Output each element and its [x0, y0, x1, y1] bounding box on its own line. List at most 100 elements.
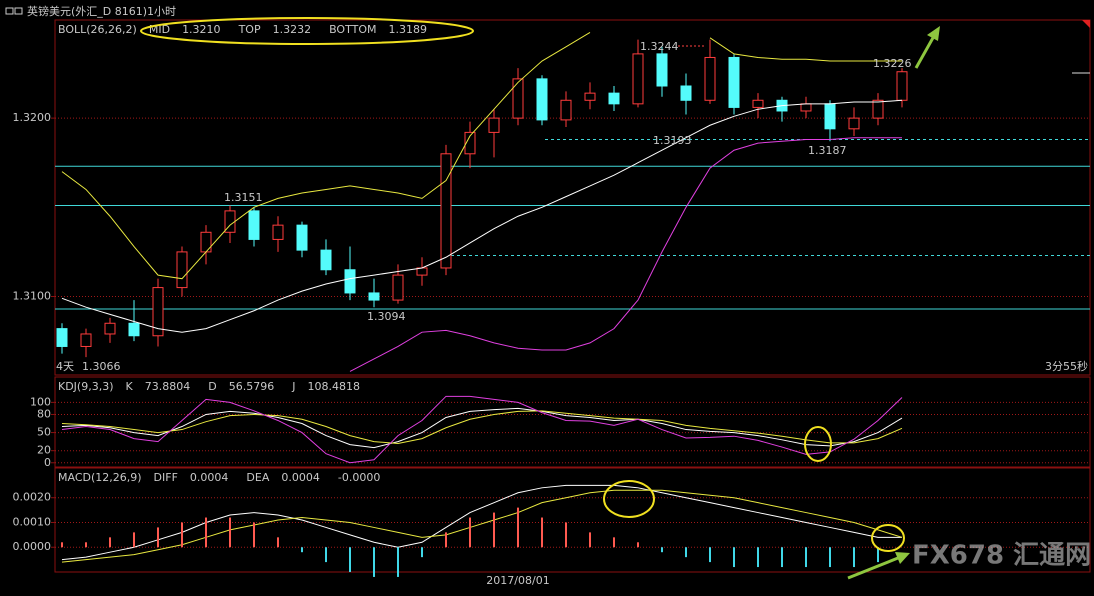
candle-body — [584, 92, 596, 101]
y-tick-label: 80 — [37, 407, 51, 420]
candle-body — [488, 117, 500, 133]
y-tick-label: 100 — [30, 395, 51, 408]
candle-body — [752, 99, 764, 108]
series-line — [61, 410, 903, 444]
y-tick-label: 50 — [37, 426, 51, 439]
corner-label: 1.3066 — [82, 360, 121, 373]
candle-body — [176, 251, 188, 289]
candle-body — [320, 249, 332, 271]
candle-body — [392, 274, 404, 301]
legend-name: TOP — [238, 23, 261, 36]
candle-body — [368, 292, 380, 301]
series-line — [61, 99, 903, 333]
corner-label: 4天 — [56, 360, 74, 373]
candle-body — [416, 267, 428, 276]
candle-body — [440, 153, 452, 269]
series-line — [61, 395, 903, 464]
candle-body — [200, 231, 212, 253]
arrow-shaft — [847, 556, 899, 580]
y-tick-label: 0 — [44, 456, 51, 469]
highlight-ellipse — [804, 426, 832, 462]
annotation: 1.3226 — [873, 57, 912, 70]
candle-body — [536, 78, 548, 121]
y-tick-label: 20 — [37, 444, 51, 457]
candle-body — [296, 224, 308, 251]
y-tick-label: 1.3200 — [13, 111, 52, 124]
candle-body — [512, 78, 524, 119]
series-line — [61, 489, 903, 563]
annotation: 1.3151 — [224, 191, 263, 204]
icon-box — [14, 7, 23, 15]
candle-body — [848, 117, 860, 130]
candle-body — [272, 224, 284, 240]
indicator-name: KDJ(9,3,3) — [58, 380, 114, 393]
annotation: 1.3187 — [808, 144, 847, 157]
x-tick-label: 2017/08/01 — [486, 574, 549, 587]
highlight-ellipse — [871, 524, 905, 552]
trend-arrow — [914, 26, 940, 69]
legend-name: DEA — [246, 471, 269, 484]
candle-body — [704, 56, 716, 101]
indicator-name: BOLL(26,26,2) — [58, 23, 137, 36]
candle-body — [728, 56, 740, 108]
candle-body — [680, 85, 692, 101]
candle-body — [128, 322, 140, 337]
legend-name: K — [126, 380, 134, 393]
series-line — [61, 32, 902, 280]
legend-value: 56.5796 — [229, 380, 275, 393]
indicator-name: MACD(12,26,9) — [58, 471, 142, 484]
y-tick-label: 0.0000 — [13, 540, 52, 553]
legend-name: DIFF — [154, 471, 178, 484]
highlight-ellipse — [140, 17, 474, 45]
candle-body — [464, 131, 476, 155]
candle-body — [824, 103, 836, 130]
legend-value: 1.3232 — [273, 23, 312, 36]
legend-name: D — [208, 380, 216, 393]
legend-name: J — [291, 380, 295, 393]
candle-body — [80, 333, 92, 347]
trend-arrow — [847, 552, 910, 580]
highlight-ellipse — [603, 480, 655, 518]
candle-body — [872, 99, 884, 119]
candle-body — [104, 322, 116, 335]
legend-name: BOTTOM — [329, 23, 376, 36]
candle-body — [248, 210, 260, 240]
legend-value: 1.3210 — [182, 23, 221, 36]
annotation: 1.3244 — [640, 40, 679, 53]
candle-body — [656, 53, 668, 87]
candle-body — [152, 287, 164, 337]
macd-panel-frame — [54, 467, 1091, 573]
arrow-head — [927, 26, 940, 41]
legend-value: 108.4818 — [307, 380, 360, 393]
arrow-shaft — [914, 35, 936, 69]
main-panel-frame — [54, 19, 1091, 376]
y-tick-label: 0.0010 — [13, 515, 52, 528]
legend-value: -0.0000 — [338, 471, 380, 484]
series-line — [61, 407, 903, 449]
watermark: FX678 汇通网 — [912, 541, 1091, 571]
legend-value: 1.3189 — [388, 23, 427, 36]
candle-body — [800, 103, 812, 112]
candle-body — [56, 328, 68, 347]
series-line — [349, 137, 902, 372]
candle-body — [896, 71, 908, 101]
icon-box — [5, 7, 14, 15]
candle-body — [632, 53, 644, 105]
y-tick-label: 0.0020 — [13, 491, 52, 504]
y-tick-label: 1.3100 — [13, 290, 52, 303]
corner-marker — [1082, 20, 1090, 28]
window-icon — [5, 7, 23, 15]
corner-label: 3分55秒 — [1045, 359, 1088, 373]
annotation: 1.3193 — [653, 134, 692, 147]
annotation: 1.3094 — [367, 310, 406, 323]
candle-body — [560, 99, 572, 121]
legend-value: 73.8804 — [145, 380, 191, 393]
arrow-head — [895, 552, 910, 564]
window-title: 英镑美元(外汇_D 8161)1小时 — [27, 4, 176, 18]
legend-value: 0.0004 — [281, 471, 320, 484]
candle-body — [344, 269, 356, 294]
candle-body — [608, 92, 620, 105]
